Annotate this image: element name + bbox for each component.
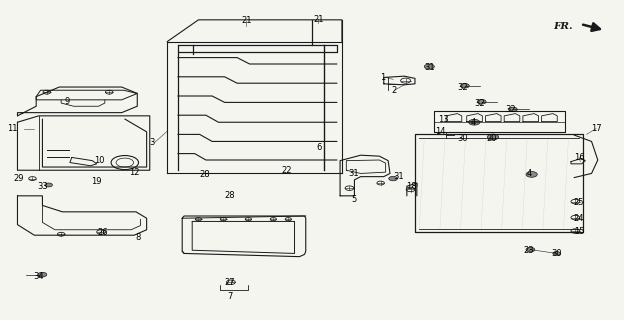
Circle shape — [38, 272, 47, 277]
Text: 9: 9 — [65, 97, 70, 106]
Text: 30: 30 — [551, 249, 562, 258]
Circle shape — [526, 172, 537, 177]
Circle shape — [45, 183, 52, 187]
Text: 27: 27 — [224, 278, 235, 287]
Text: 4: 4 — [470, 118, 475, 127]
Circle shape — [477, 100, 486, 104]
Circle shape — [469, 119, 480, 125]
Text: 3: 3 — [149, 138, 155, 147]
Text: 33: 33 — [37, 182, 48, 191]
Text: 29: 29 — [13, 174, 24, 183]
Text: 23: 23 — [524, 246, 535, 255]
Text: 21: 21 — [241, 16, 251, 25]
Text: FR.: FR. — [553, 22, 573, 31]
Text: 13: 13 — [437, 115, 449, 124]
Text: 31: 31 — [424, 63, 435, 72]
Text: 31: 31 — [392, 172, 404, 181]
Text: 18: 18 — [406, 182, 417, 191]
Circle shape — [461, 84, 469, 88]
Text: 11: 11 — [7, 124, 17, 133]
Text: 20: 20 — [487, 134, 497, 143]
Text: 34: 34 — [33, 272, 44, 281]
Text: 16: 16 — [573, 153, 585, 162]
Circle shape — [509, 107, 517, 112]
Text: 31: 31 — [348, 169, 359, 178]
Text: 26: 26 — [97, 228, 109, 237]
Circle shape — [487, 134, 499, 140]
Text: 19: 19 — [92, 177, 102, 186]
Text: 7: 7 — [227, 292, 232, 301]
Text: 25: 25 — [574, 198, 584, 207]
Text: 32: 32 — [505, 105, 516, 114]
Circle shape — [389, 176, 397, 181]
Text: 4: 4 — [527, 169, 532, 178]
Text: 14: 14 — [436, 127, 446, 136]
Circle shape — [424, 64, 434, 69]
Text: 12: 12 — [129, 168, 139, 177]
Text: 22: 22 — [282, 166, 292, 175]
Circle shape — [526, 247, 535, 252]
Text: 21: 21 — [313, 15, 323, 24]
Text: 30: 30 — [457, 134, 469, 143]
Text: 10: 10 — [95, 156, 105, 165]
Circle shape — [553, 252, 560, 255]
Text: 6: 6 — [317, 143, 322, 152]
Text: 15: 15 — [574, 227, 584, 236]
Text: 28: 28 — [199, 170, 210, 179]
Text: 5: 5 — [352, 195, 357, 204]
Text: 17: 17 — [590, 124, 602, 133]
Text: 32: 32 — [457, 83, 469, 92]
Text: 28: 28 — [224, 191, 235, 200]
Text: 2: 2 — [392, 86, 397, 95]
Text: 24: 24 — [574, 214, 584, 223]
Text: 32: 32 — [474, 99, 485, 108]
Text: 1: 1 — [381, 73, 386, 82]
Text: 8: 8 — [136, 233, 141, 242]
